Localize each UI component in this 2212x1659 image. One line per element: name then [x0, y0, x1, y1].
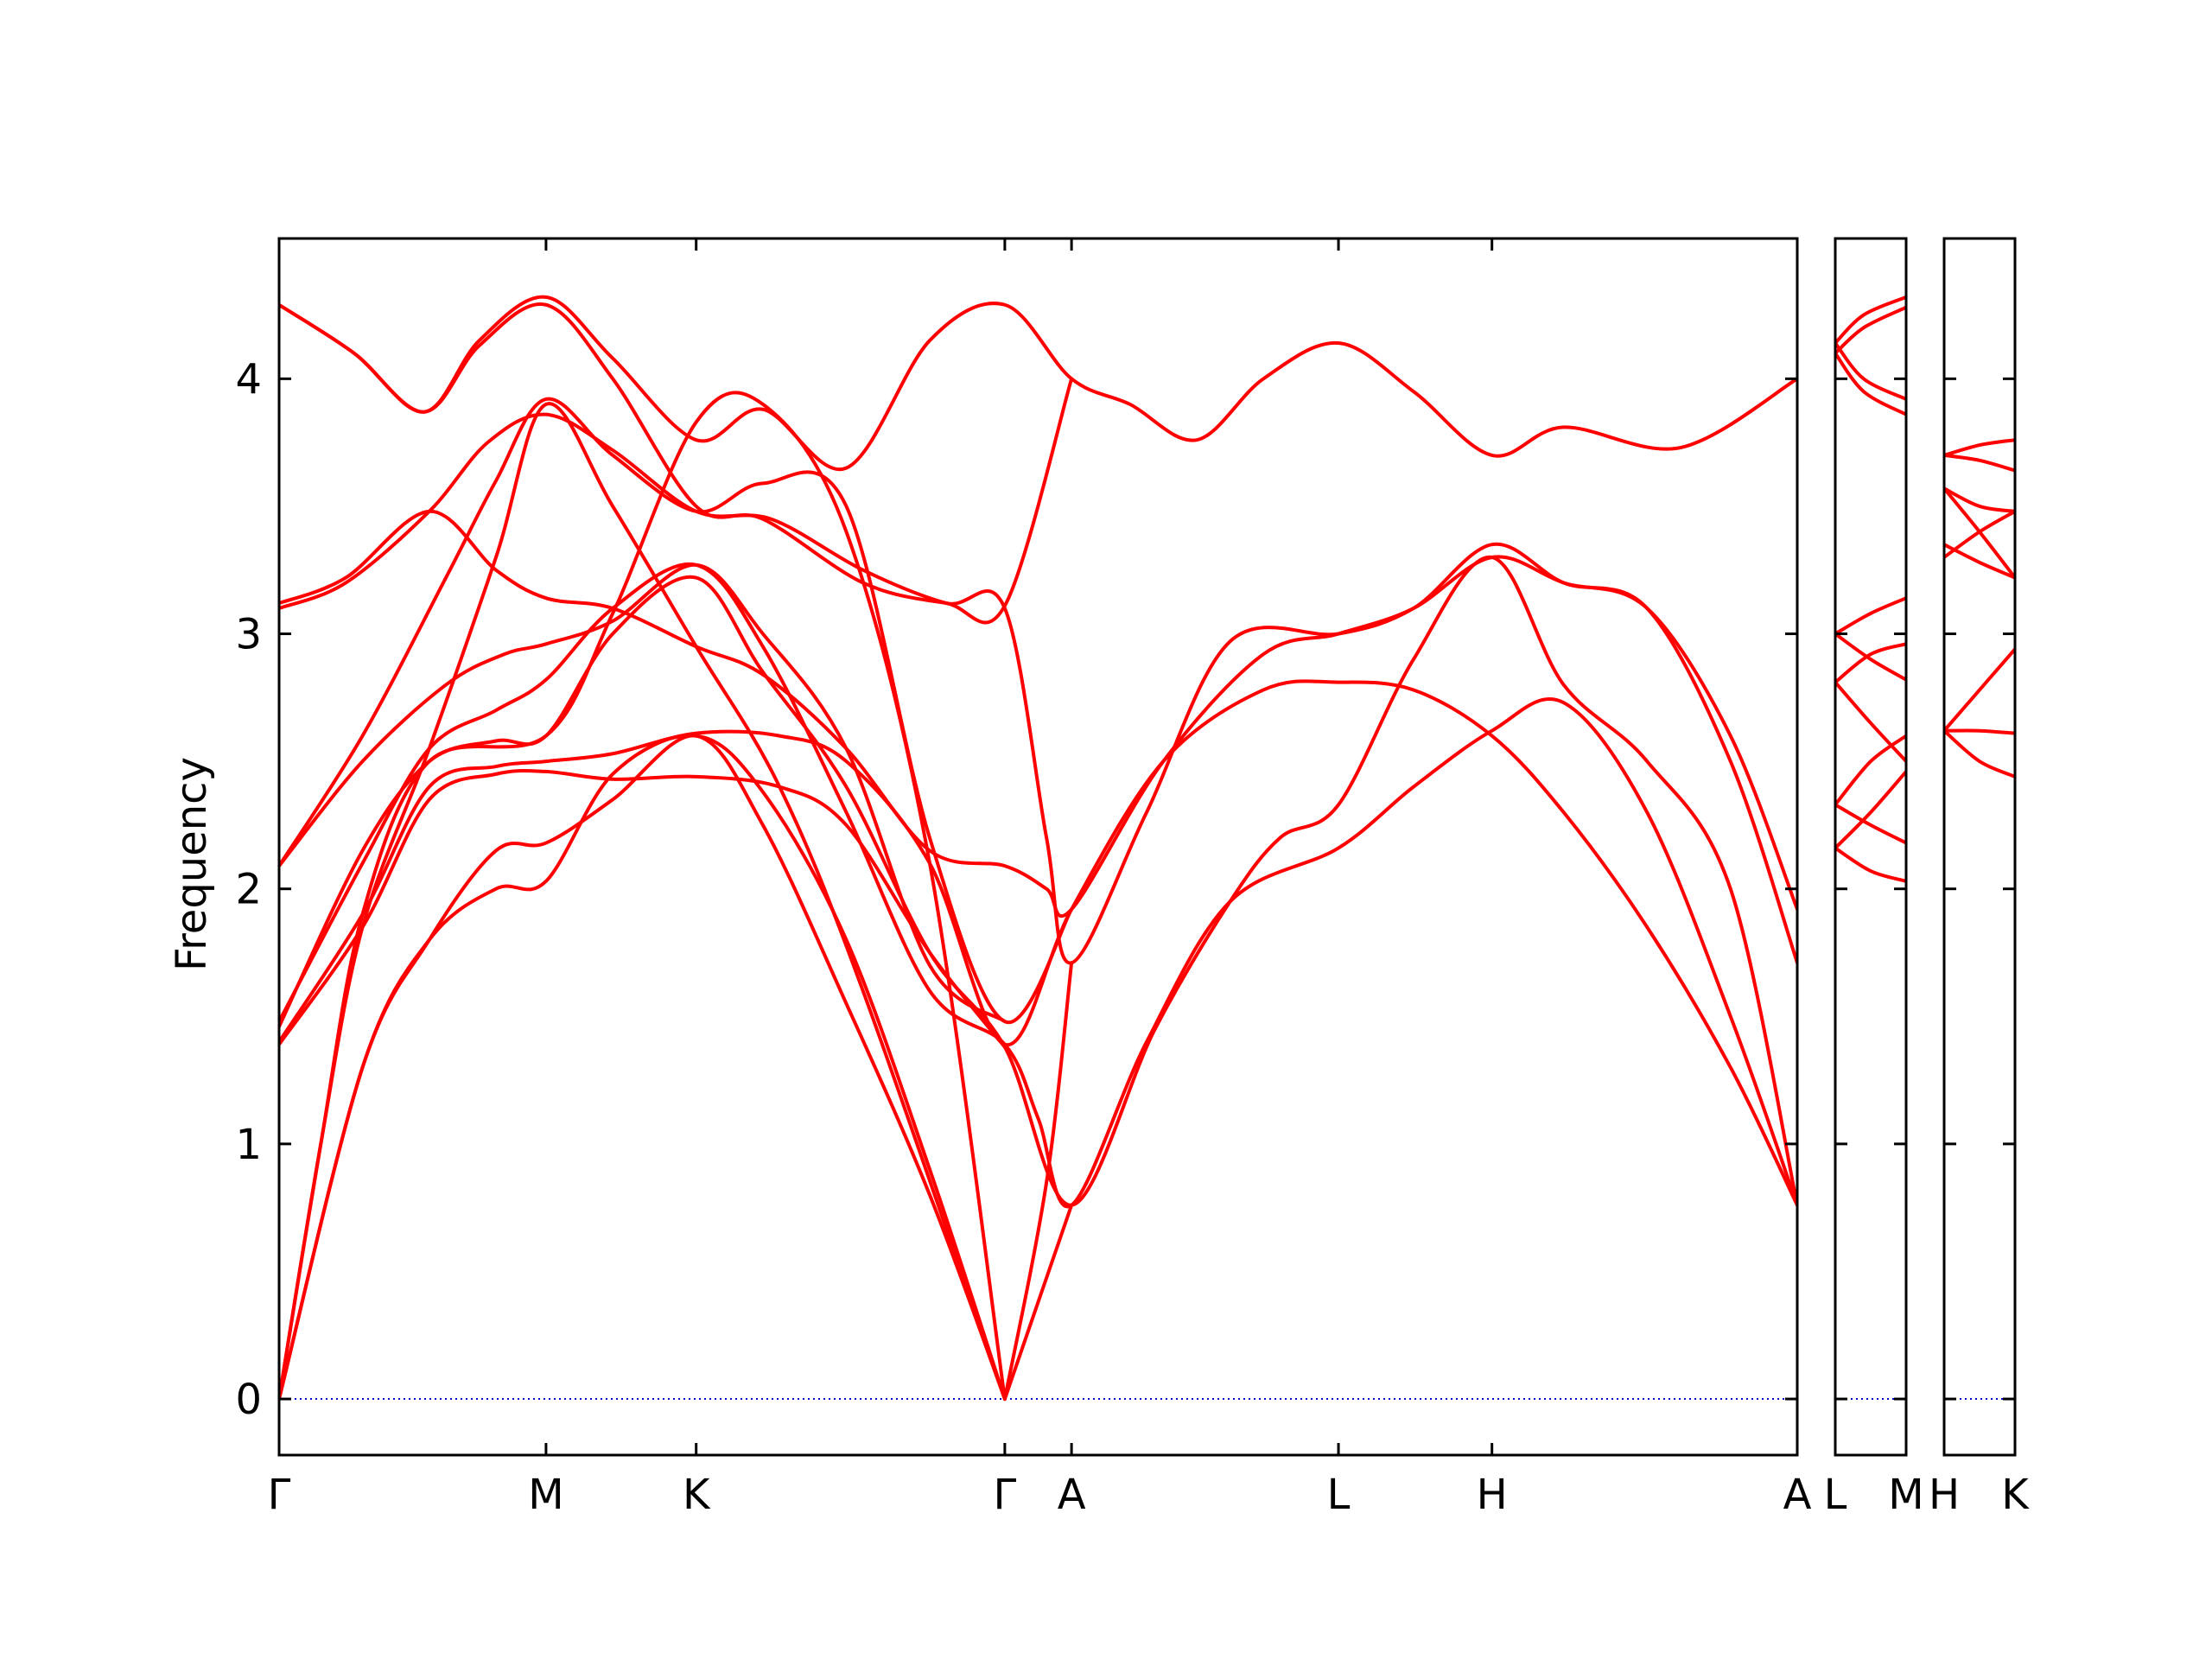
phonon-bands — [279, 295, 1797, 1402]
band-line-6 — [1835, 632, 1906, 682]
band-line-12 — [279, 734, 1007, 1402]
y-tick-label: 0 — [235, 1376, 262, 1424]
band-line-9 — [279, 679, 1797, 1207]
band-line-6 — [1944, 509, 2015, 559]
x-tick-label: Γ — [268, 1471, 291, 1519]
x-tick-label: Γ — [994, 1471, 1017, 1519]
band-line-4 — [1944, 486, 2015, 513]
band-line-3 — [1835, 341, 1906, 401]
y-tick-label: 2 — [235, 866, 262, 914]
band-line-7 — [279, 562, 1797, 1209]
band-line-4 — [1835, 351, 1906, 416]
band-line-6 — [279, 563, 1007, 1024]
x-tick-label: K — [683, 1471, 711, 1519]
x-tick-label: H — [1929, 1471, 1960, 1519]
band-line-14 — [279, 391, 1007, 1402]
band-line-10 — [279, 768, 1007, 1049]
band-line-15 — [1002, 1203, 1074, 1402]
band-line-7 — [1835, 642, 1906, 684]
band-line-2 — [1944, 438, 2015, 457]
x-tick-label: A — [1058, 1471, 1086, 1519]
band-line-10 — [1835, 803, 1906, 845]
band-line-9 — [1835, 734, 1906, 807]
band-line-1 — [279, 295, 1797, 472]
panel-frame — [277, 237, 1799, 1457]
phonon-bands — [1944, 438, 2015, 779]
x-tick-label: A — [1783, 1471, 1812, 1519]
band-line-2 — [1835, 305, 1906, 355]
x-tick-label: K — [2001, 1471, 2030, 1519]
y-tick-label: 4 — [235, 355, 262, 404]
band-line-1 — [1835, 295, 1906, 346]
band-line-8 — [1835, 680, 1906, 764]
band-line-11 — [1835, 769, 1906, 850]
y-axis-label: Frequency — [168, 757, 216, 971]
phonon-bands — [1835, 295, 1906, 883]
y-tick-label: 3 — [235, 611, 262, 659]
band-line-3 — [279, 509, 1797, 918]
band-line-9 — [1944, 728, 2015, 779]
band-line-8 — [1944, 647, 2015, 733]
band-line-5 — [279, 397, 1074, 1025]
y-tick-label: 1 — [235, 1121, 262, 1169]
x-tick-label: M — [1888, 1471, 1923, 1519]
x-tick-label: H — [1477, 1471, 1508, 1519]
x-tick-label: L — [1327, 1471, 1351, 1519]
band-line-5 — [1944, 543, 2015, 580]
band-line-1 — [1944, 453, 2015, 473]
panel-frame — [1942, 237, 2017, 1457]
band-line-12 — [1835, 846, 1906, 883]
band-line-7 — [1944, 728, 2015, 735]
band-line-5 — [1835, 596, 1906, 636]
band-line-16 — [1002, 961, 1074, 1402]
x-tick-label: M — [528, 1471, 563, 1519]
band-line-2 — [279, 302, 1074, 625]
band-line-4 — [279, 412, 1797, 965]
panel-frame — [1834, 237, 1908, 1457]
x-tick-label: L — [1824, 1471, 1847, 1519]
